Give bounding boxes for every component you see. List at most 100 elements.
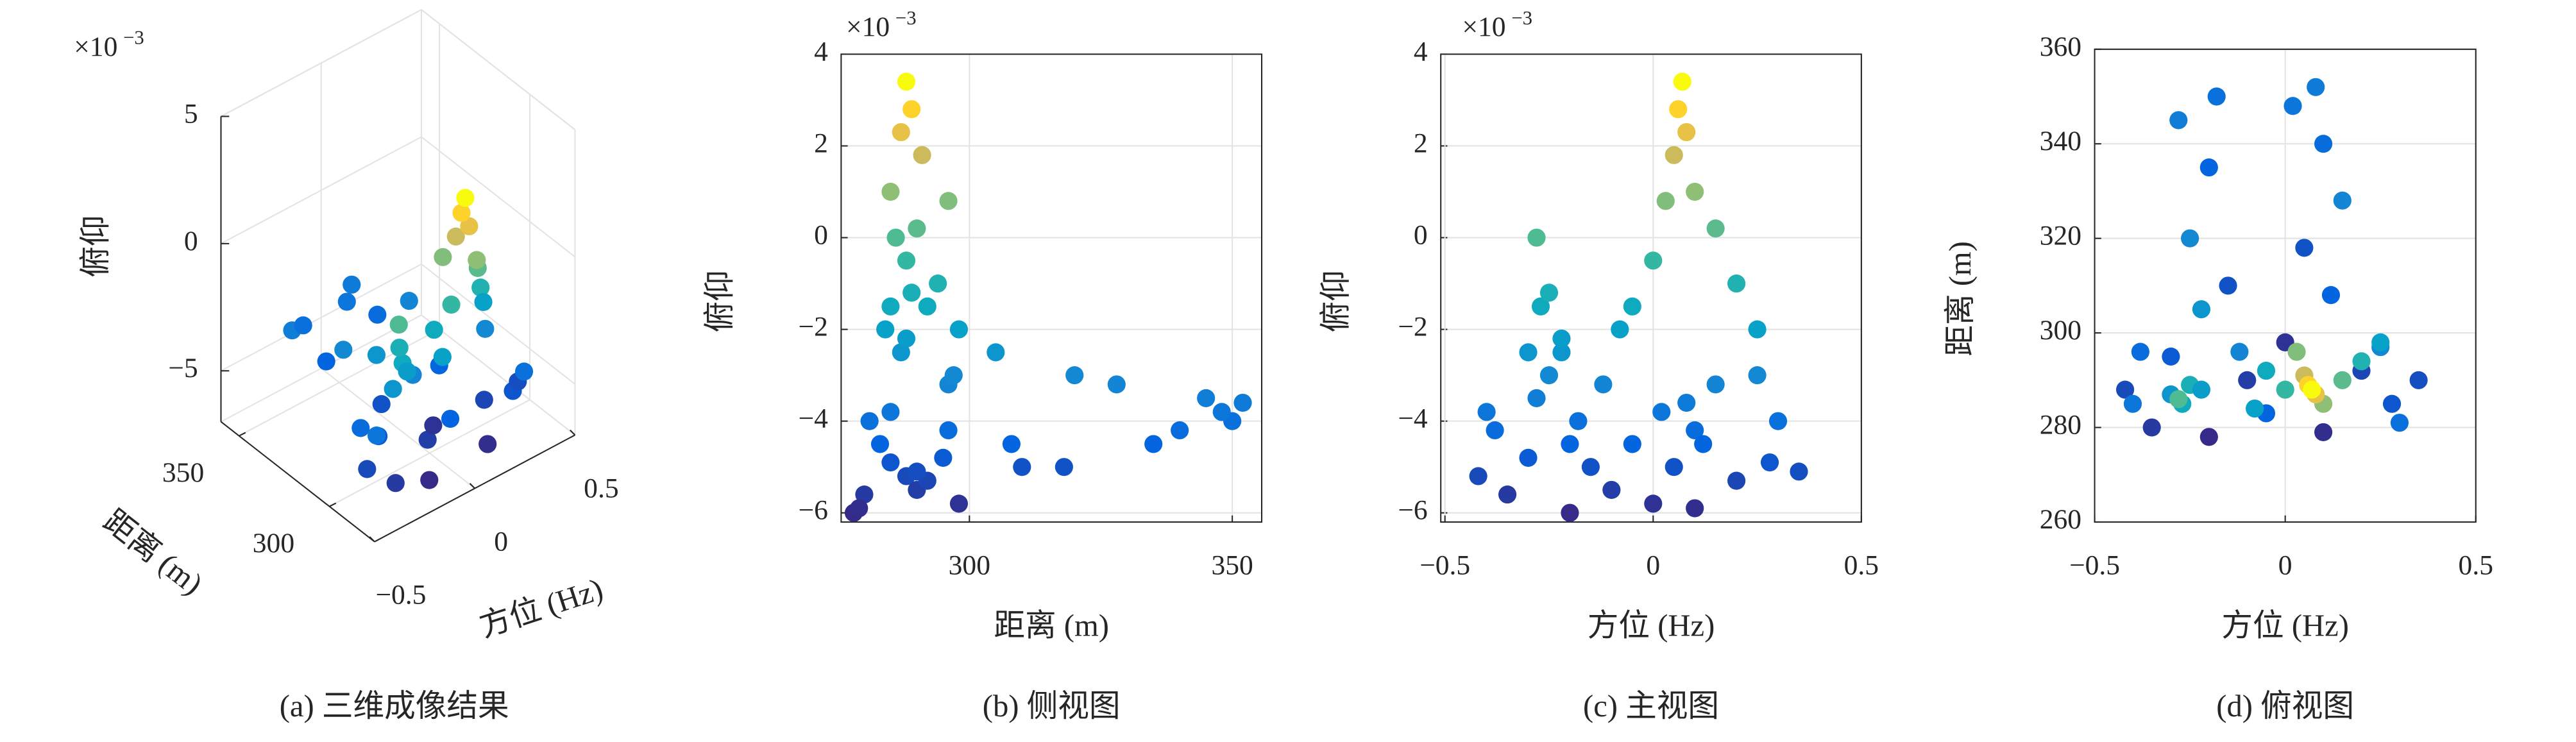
point xyxy=(1527,228,1546,247)
point xyxy=(2207,87,2226,106)
point xyxy=(2371,333,2390,351)
point xyxy=(358,460,377,478)
point xyxy=(1602,480,1621,500)
point xyxy=(1527,389,1546,407)
point xyxy=(1531,297,1550,316)
point xyxy=(929,274,947,293)
point xyxy=(1686,182,1704,201)
point xyxy=(2162,347,2180,366)
point xyxy=(944,366,963,385)
caption: (a) 三维成像结果 xyxy=(280,689,509,723)
point xyxy=(892,122,910,142)
point xyxy=(2192,380,2211,399)
point xyxy=(471,278,490,297)
point xyxy=(918,297,936,316)
y-tick-label: 2 xyxy=(1414,128,1428,159)
point xyxy=(1581,458,1600,476)
point xyxy=(881,182,900,201)
point xyxy=(1013,458,1031,476)
point xyxy=(2333,191,2351,210)
y-axis-label: 距离 (m) xyxy=(1943,241,1978,357)
y-tick-label: −2 xyxy=(1398,312,1427,342)
point xyxy=(456,189,475,207)
point xyxy=(1790,462,1808,481)
point xyxy=(2192,300,2211,319)
y-axis-label: 俯仰 xyxy=(702,270,737,332)
z-tick-label: −5 xyxy=(168,353,198,384)
point xyxy=(870,435,890,453)
point xyxy=(1171,421,1189,440)
caption: (c) 主视图 xyxy=(1583,689,1719,723)
z-tick-label: 0 xyxy=(184,226,198,257)
point xyxy=(389,316,408,334)
point xyxy=(442,295,461,314)
x-tick-label: 0 xyxy=(494,527,508,557)
point xyxy=(352,419,370,437)
axis-multiplier: ×10 xyxy=(74,31,117,62)
point xyxy=(452,203,471,222)
point xyxy=(343,275,361,294)
point xyxy=(1552,329,1571,348)
point xyxy=(860,412,879,430)
point xyxy=(1107,375,1126,394)
z-axis-label: 俯仰 xyxy=(78,215,113,277)
point xyxy=(1768,412,1788,430)
plot-box xyxy=(1440,53,1862,523)
axis-multiplier-exponent: −3 xyxy=(123,26,144,48)
point xyxy=(460,217,479,235)
point xyxy=(897,72,916,91)
y-tick-label: −2 xyxy=(799,312,828,342)
point xyxy=(372,395,391,414)
point xyxy=(939,192,958,210)
y-tick-label: 4 xyxy=(814,36,828,67)
x-axis xyxy=(374,434,575,543)
point xyxy=(479,435,497,453)
point xyxy=(390,339,409,357)
point xyxy=(2169,111,2188,130)
point xyxy=(446,227,465,246)
point xyxy=(1665,458,1683,476)
point xyxy=(897,329,916,348)
grid-line xyxy=(421,264,576,385)
y-axis xyxy=(220,421,375,543)
point xyxy=(949,320,969,339)
axis-multiplier-exponent: −3 xyxy=(895,7,917,29)
y-axis-label: 距离 (m) xyxy=(97,503,209,602)
point xyxy=(902,100,921,119)
point xyxy=(908,462,926,481)
point xyxy=(2230,342,2249,361)
y-tick-label: 260 xyxy=(2040,504,2081,535)
point xyxy=(1212,403,1231,421)
point xyxy=(850,499,869,518)
point xyxy=(881,403,900,421)
point xyxy=(1686,499,1704,518)
point xyxy=(1748,320,1767,339)
plot-box xyxy=(840,53,1263,523)
point xyxy=(420,471,439,489)
point xyxy=(2181,229,2199,248)
point xyxy=(2142,418,2161,437)
point xyxy=(881,297,900,316)
x-axis-label: 距离 (m) xyxy=(994,609,1109,643)
point xyxy=(424,416,443,435)
z-tick-label: 5 xyxy=(184,98,198,129)
point xyxy=(2199,428,2218,446)
point xyxy=(987,343,1005,362)
y-tick-label: 0 xyxy=(814,220,828,251)
point xyxy=(434,248,452,266)
point xyxy=(1623,297,1641,316)
point xyxy=(367,426,386,445)
point xyxy=(1656,192,1675,210)
caption: (b) 侧视图 xyxy=(983,689,1121,723)
point xyxy=(934,448,953,467)
x-tick-label: 0.5 xyxy=(2459,550,2493,581)
point xyxy=(368,305,387,324)
axis-multiplier: ×10 xyxy=(846,12,890,42)
point xyxy=(398,362,416,381)
x-tick xyxy=(570,429,576,436)
point xyxy=(1677,122,1696,142)
point xyxy=(2246,399,2264,418)
point xyxy=(2123,394,2142,413)
x-axis-label: 方位 (Hz) xyxy=(2221,609,2349,643)
